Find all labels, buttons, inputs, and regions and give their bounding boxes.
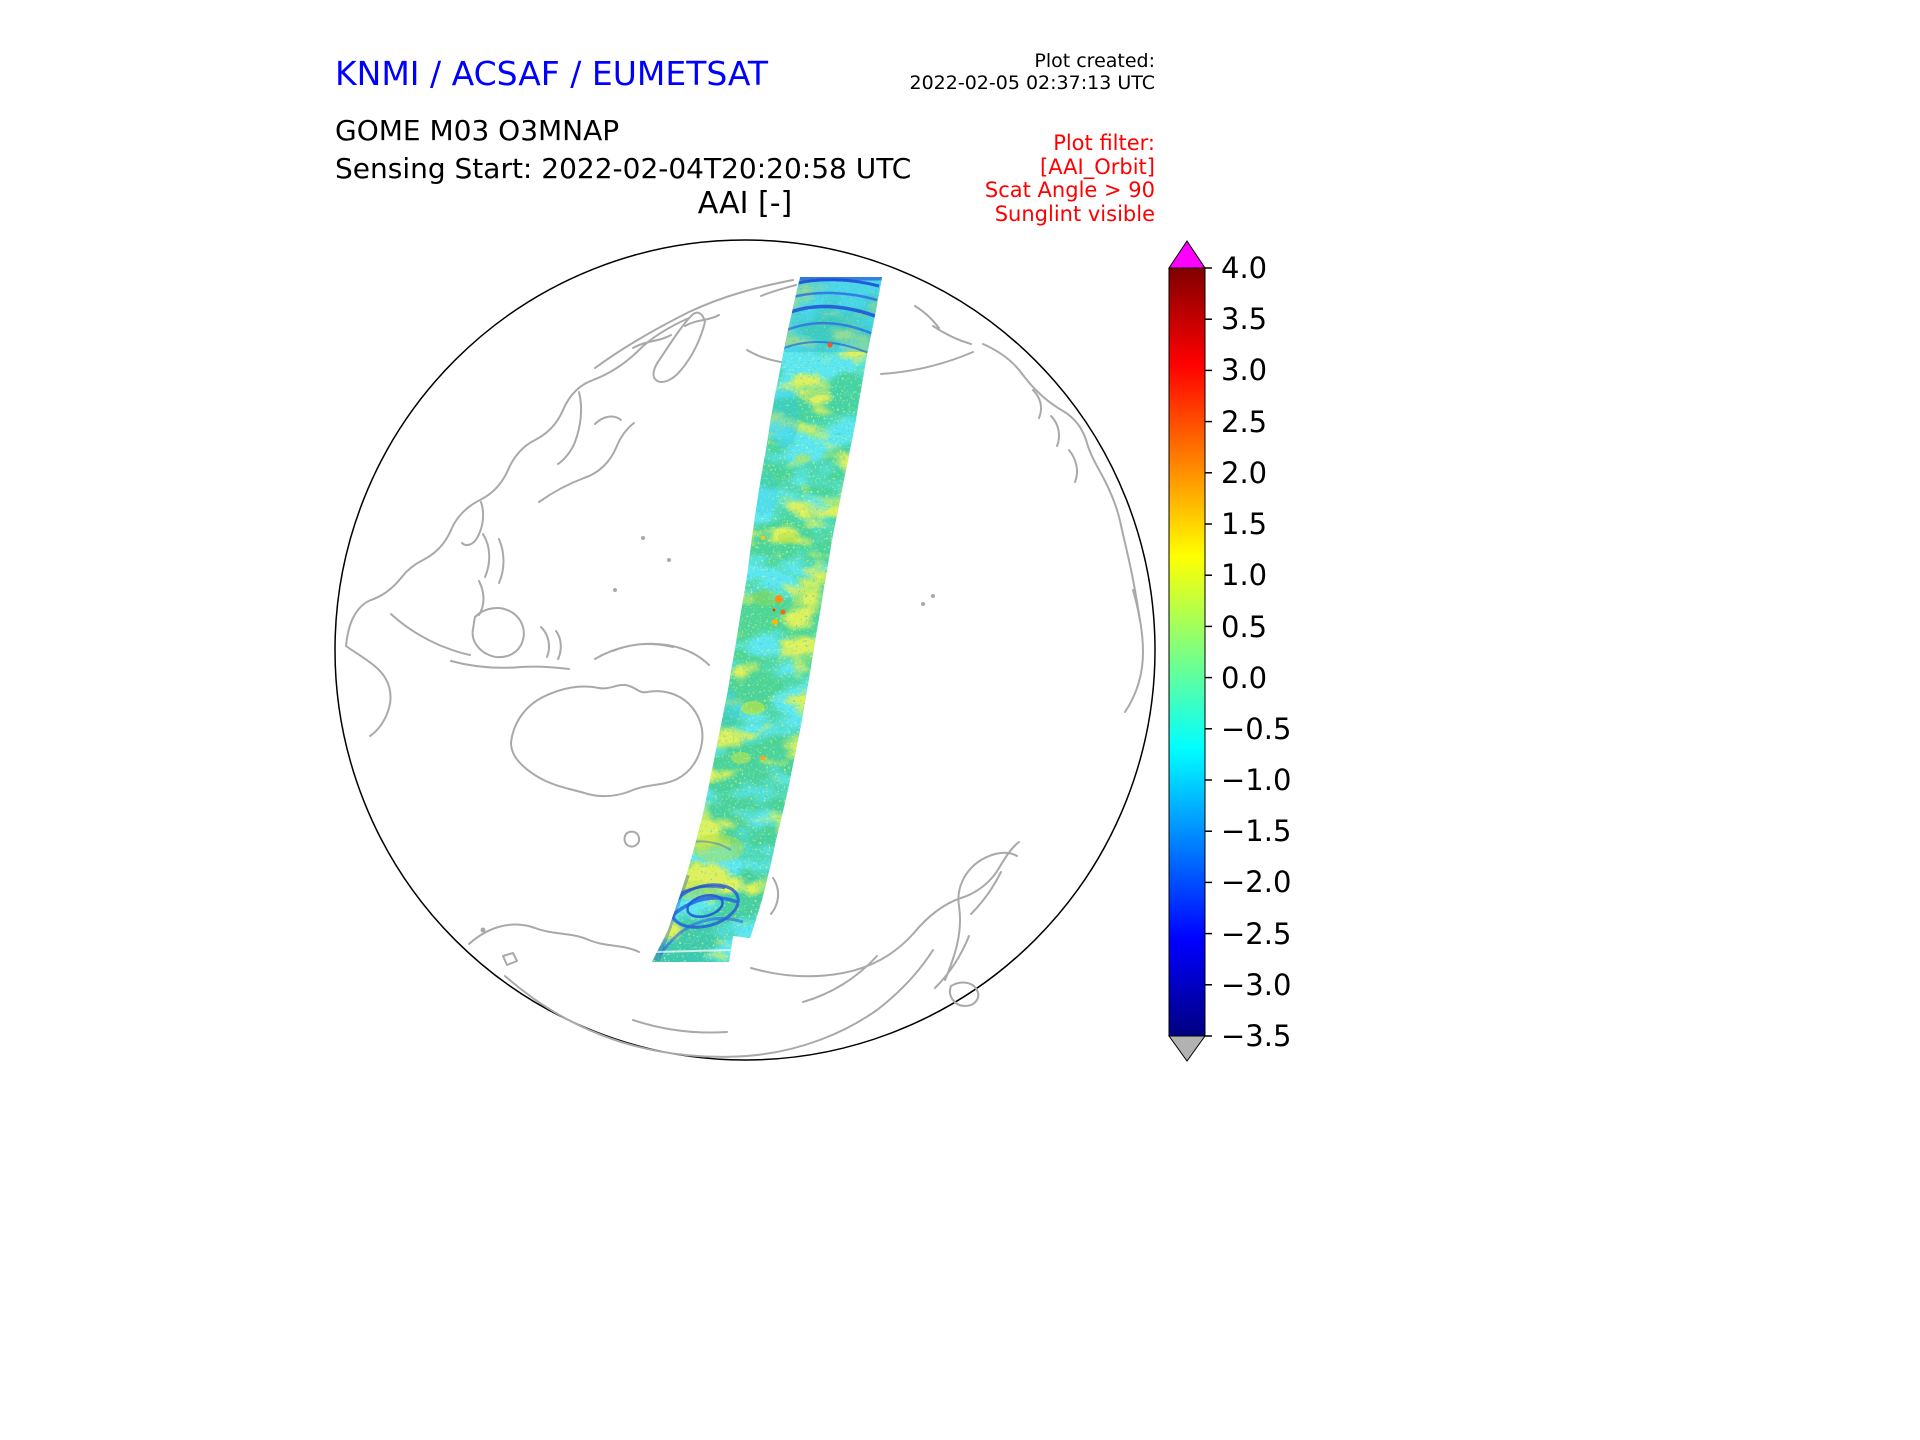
- java-coastline: [450, 660, 570, 670]
- colorbar-tick-label: 0.0: [1221, 661, 1268, 695]
- hawaii-islands: [921, 594, 935, 606]
- colorbar-tick-label: 4.0: [1221, 251, 1268, 285]
- sensing-start: Sensing Start: 2022-02-04T20:20:58 UTC: [335, 152, 912, 185]
- colorbar-tick-label: 1.5: [1221, 507, 1268, 541]
- product-name: GOME M03 O3MNAP: [335, 114, 620, 147]
- colorbar-tick-label: 1.0: [1221, 558, 1268, 592]
- colorbar-tick-label: 0.5: [1221, 610, 1268, 644]
- aleutian-islands-coastline: [746, 349, 974, 375]
- plot-filter-line: [AAI_Orbit]: [1040, 154, 1155, 179]
- colorbar: [1168, 240, 1212, 1062]
- colorbar-tick-label: −0.5: [1221, 712, 1292, 746]
- siberia-coastline: [594, 279, 794, 369]
- chukotka-coastline: [760, 284, 797, 297]
- central-america-coastline: [1124, 589, 1144, 713]
- new-zealand-coastline: [770, 877, 779, 915]
- colorbar-tick-label: 3.5: [1221, 302, 1268, 336]
- colorbar-tick-label: −3.0: [1221, 968, 1292, 1002]
- swath-color-blobs: [673, 388, 812, 900]
- colorbar-over-arrow: [1168, 240, 1206, 269]
- swath-scanline-gap: [654, 949, 732, 953]
- colorbar-tick-label: −2.0: [1221, 865, 1292, 899]
- australia-coastline: [510, 683, 704, 798]
- plot-created-label: Plot created:: [1034, 50, 1155, 72]
- brand-title: KNMI / ACSAF / EUMETSAT: [335, 54, 769, 93]
- alaska-coastline: [914, 305, 972, 345]
- japan-coastline: [538, 415, 635, 503]
- borneo-coastline: [471, 607, 525, 659]
- colorbar-tick-label: −2.5: [1221, 917, 1292, 951]
- product-info: GOME M03 O3MNAP Sensing Start: 2022-02-0…: [335, 112, 911, 188]
- plot-filter-line: Sunglint visible: [994, 201, 1155, 226]
- colorbar-tick-labels: 4.0 3.5 3.0 2.5 2.0 1.5 1.0 0.5 0.0 −0.5…: [1221, 240, 1371, 1062]
- antarctica-coastline: [468, 841, 1020, 1058]
- colorbar-tick-label: 2.5: [1221, 405, 1268, 439]
- sakhalin-coastline: [557, 391, 583, 465]
- tasmania-coastline: [623, 830, 641, 848]
- plot-filter-line: Scat Angle > 90: [984, 178, 1155, 202]
- plot-filter: Plot filter: [AAI_Orbit] Scat Angle > 90…: [984, 131, 1155, 226]
- pacific-islands: [613, 536, 671, 592]
- sulawesi-coastline: [540, 626, 562, 660]
- colorbar-gradient-bar: [1168, 267, 1206, 1037]
- new-guinea-coastline: [594, 642, 710, 666]
- coastlines: [345, 279, 1144, 1058]
- colorbar-tick-label: −1.0: [1221, 763, 1292, 797]
- satellite-swath: [652, 277, 882, 962]
- southeast-asia-coastline: [345, 645, 392, 737]
- plot-created: Plot created: 2022-02-05 02:37:13 UTC: [910, 50, 1156, 94]
- swath-speckle-dark: [652, 277, 882, 962]
- okhotsk-coastline: [479, 317, 690, 501]
- north-america-coastline: [982, 343, 1141, 622]
- colorbar-tick-marks: [1205, 267, 1212, 1037]
- colorbar-under-arrow: [1168, 1035, 1206, 1062]
- colorbar-tick-label: −1.5: [1221, 814, 1292, 848]
- kamchatka-coastline: [652, 311, 706, 383]
- swath-aerosol-hotspots: [760, 342, 833, 761]
- korea-coastline: [461, 501, 485, 547]
- east-asia-coastline: [345, 499, 481, 647]
- tierra-del-fuego-coastline: [949, 981, 980, 1007]
- globe-map: [334, 239, 1156, 1061]
- sumatra-coastline: [390, 613, 471, 656]
- colorbar-tick-label: 3.0: [1221, 353, 1268, 387]
- colorbar-tick-label: 2.0: [1221, 456, 1268, 490]
- south-america-coastline: [934, 851, 1018, 989]
- colorbar-tick-label: −3.5: [1221, 1019, 1292, 1053]
- plot-created-timestamp: 2022-02-05 02:37:13 UTC: [909, 72, 1156, 94]
- map-title: AAI [-]: [697, 186, 793, 221]
- plot-filter-line: Plot filter:: [1053, 131, 1155, 155]
